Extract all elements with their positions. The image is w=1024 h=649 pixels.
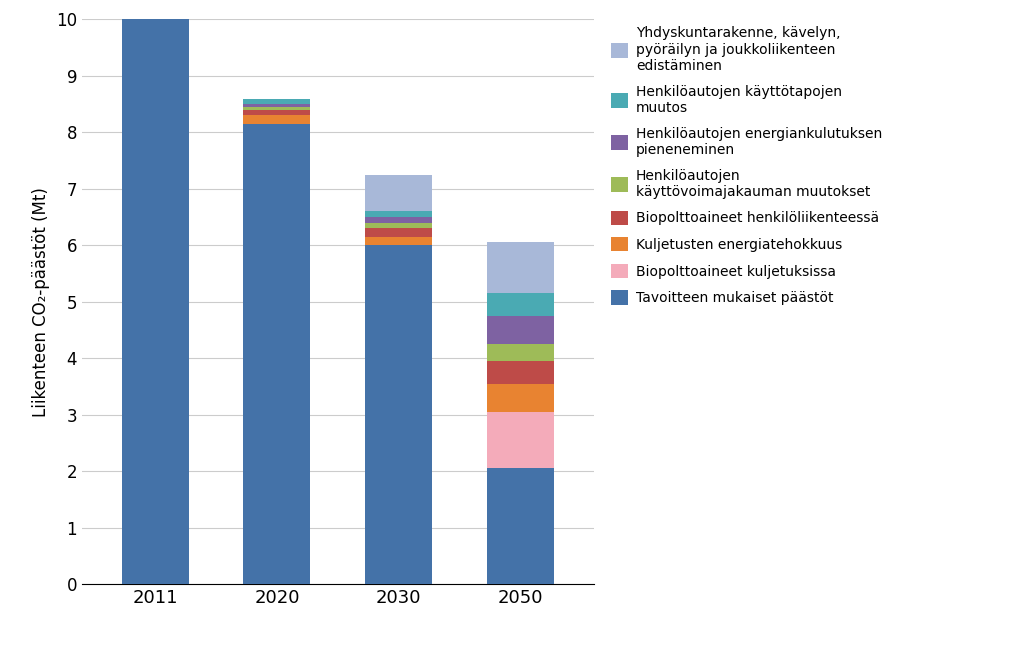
Bar <box>244 107 310 110</box>
Bar <box>366 237 432 245</box>
Bar <box>366 212 432 217</box>
Bar <box>244 116 310 124</box>
Bar <box>122 19 188 584</box>
Bar <box>244 110 310 116</box>
Bar <box>487 316 554 344</box>
Bar <box>487 243 554 293</box>
Y-axis label: Liikenteen CO₂-päästöt (Mt): Liikenteen CO₂-päästöt (Mt) <box>33 187 50 417</box>
Bar <box>487 412 554 469</box>
Bar <box>487 361 554 384</box>
Bar <box>366 245 432 584</box>
Bar <box>366 228 432 237</box>
Bar <box>244 124 310 584</box>
Bar <box>487 469 554 584</box>
Bar <box>487 344 554 361</box>
Bar <box>366 175 432 212</box>
Bar <box>244 99 310 104</box>
Bar <box>366 217 432 223</box>
Bar <box>487 384 554 412</box>
Bar <box>244 104 310 107</box>
Bar <box>487 293 554 316</box>
Bar <box>366 223 432 228</box>
Legend: Yhdyskuntarakenne, kävelyn,
pyöräilyn ja joukkoliikenteen
edistäminen, Henkilöau: Yhdyskuntarakenne, kävelyn, pyöräilyn ja… <box>611 27 883 305</box>
